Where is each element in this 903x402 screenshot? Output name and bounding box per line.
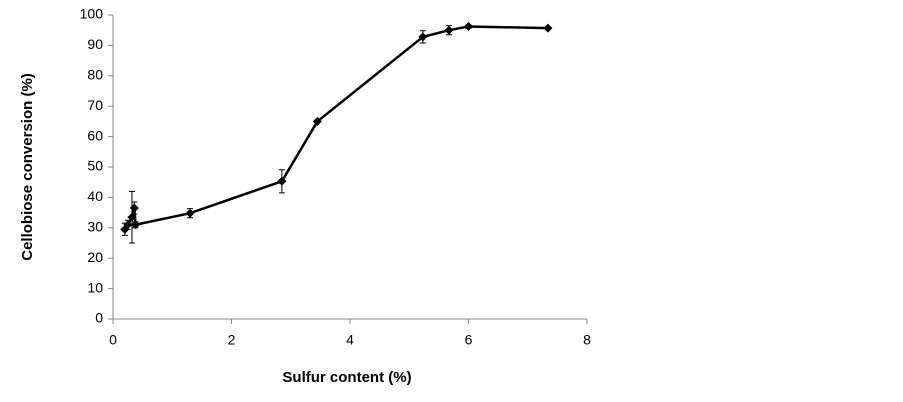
y-tick-label: 80 [87,67,103,83]
y-tick-label: 20 [87,249,103,265]
x-tick-label: 4 [346,332,354,348]
y-tick-label: 40 [87,188,103,204]
data-point [127,212,137,222]
x-tick-label: 6 [465,332,473,348]
data-point [543,23,553,33]
y-tick-label: 60 [87,127,103,143]
y-tick-label: 10 [87,279,103,295]
data-point [464,22,473,32]
y-tick-label: 0 [95,310,103,326]
x-tick-label: 8 [583,332,591,348]
y-tick-label: 30 [87,219,103,235]
x-tick-label: 2 [228,332,236,348]
data-point [129,203,139,213]
data-line [123,25,548,231]
y-tick-label: 100 [80,6,104,22]
data-point [418,32,428,42]
y-tick-label: 70 [87,97,103,113]
data-point [277,176,287,186]
data-point [312,116,322,126]
x-tick-label: 0 [109,332,117,348]
data-point [123,220,133,230]
data-point [185,208,195,218]
y-tick-label: 90 [87,36,103,52]
data-point [131,220,141,230]
y-axis-title: Cellobiose conversion (%) [19,73,36,261]
x-axis-title: Sulfur content (%) [282,369,411,386]
data-point [444,25,454,35]
y-tick-label: 50 [87,158,103,174]
